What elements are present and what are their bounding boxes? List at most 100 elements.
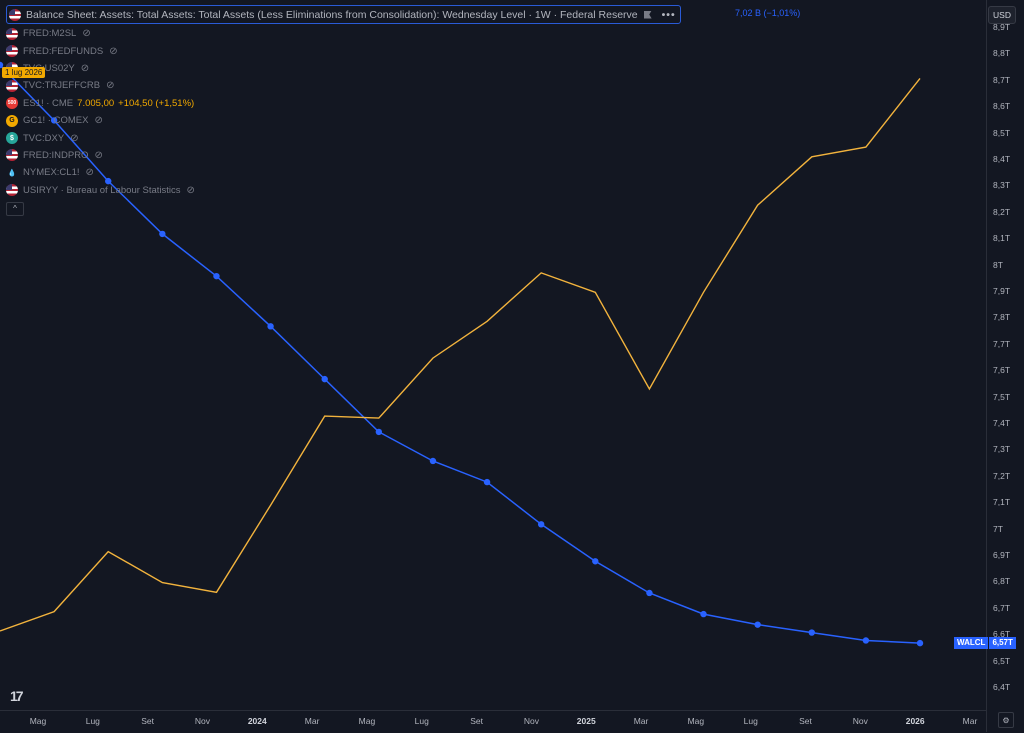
price-tick-label: 8,4T xyxy=(993,154,1011,164)
currency-button[interactable]: USD xyxy=(988,6,1016,24)
price-tick-label: 8,5T xyxy=(993,127,1011,138)
price-tick-label: 8,1T xyxy=(993,233,1011,244)
main-series-value: 7,02 B (−1,01%) xyxy=(735,8,801,18)
es-series-line[interactable] xyxy=(0,77,921,632)
collapse-legend-button[interactable]: ^ xyxy=(6,201,24,216)
walcl-point[interactable] xyxy=(862,637,870,644)
walcl-point[interactable] xyxy=(754,621,761,628)
legend-row-label: FRED:INDPRO xyxy=(23,149,89,161)
price-tick-label: 6,9T xyxy=(993,550,1011,560)
time-tick-label: Lug xyxy=(85,716,100,726)
walcl-point[interactable] xyxy=(375,428,383,436)
price-tick-label: 6,5T xyxy=(993,655,1011,666)
chart-legend: Balance Sheet: Assets: Total Assets: Tot… xyxy=(6,5,681,216)
price-tick-label: 6,4T xyxy=(993,682,1011,692)
us-flag-icon xyxy=(6,149,18,162)
last-value-name: WALCL xyxy=(954,637,989,649)
walcl-point[interactable] xyxy=(159,230,166,238)
legend-row-label: TVC:DXY xyxy=(23,132,65,144)
price-tick-label: 8,6T xyxy=(993,101,1011,112)
legend-main-series[interactable]: Balance Sheet: Assets: Total Assets: Tot… xyxy=(6,5,681,24)
time-tick-label: Set xyxy=(799,716,812,726)
time-tick-label: Mar xyxy=(304,716,320,726)
time-tick-label: Set xyxy=(470,716,483,726)
legend-row[interactable]: TVC:TRJEFFCRB ⊘ xyxy=(6,77,681,94)
legend-row[interactable]: G GC1! · COMEX ⊘ xyxy=(6,112,681,129)
hidden-eye-icon[interactable]: ⊘ xyxy=(94,149,103,161)
walcl-point[interactable] xyxy=(0,61,4,69)
legend-row[interactable]: FRED:INDPRO ⊘ xyxy=(6,147,681,164)
price-tick-label: 8,7T xyxy=(993,74,1011,85)
price-tick-label: 7,5T xyxy=(993,391,1011,402)
walcl-point[interactable] xyxy=(592,558,599,565)
time-axis[interactable] xyxy=(0,710,986,733)
settings-gear-icon[interactable]: ⚙ xyxy=(998,712,1014,728)
price-scale[interactable] xyxy=(986,0,1024,732)
walcl-point[interactable] xyxy=(700,610,707,618)
legend-row[interactable]: FRED:FEDFUNDS ⊘ xyxy=(6,42,681,59)
us-flag-icon xyxy=(6,27,18,40)
hidden-eye-icon[interactable]: ⊘ xyxy=(80,62,90,74)
us-flag-icon xyxy=(9,8,21,21)
last-value-number: 6,57T xyxy=(989,637,1016,649)
legend-row-label: TVC:TRJEFFCRB xyxy=(23,80,101,92)
time-tick-label: Lug xyxy=(743,716,758,726)
gc-flag-icon: G xyxy=(6,114,18,127)
price-tick-label: 6,6T xyxy=(993,629,1011,640)
time-tick-label: Mar xyxy=(633,716,649,726)
legend-row[interactable]: USIRYY · Bureau of Labour Statistics ⊘ xyxy=(6,182,681,199)
tradingview-logo-icon[interactable]: 17 xyxy=(10,688,24,704)
legend-row[interactable]: FRED:M2SL ⊘ xyxy=(6,25,681,42)
price-tick-label: 7,1T xyxy=(993,497,1011,508)
price-tick-label: 8,3T xyxy=(993,180,1011,191)
time-tick-label: Mar xyxy=(962,716,978,726)
hidden-eye-icon[interactable]: ⊘ xyxy=(94,115,103,127)
us-flag-icon xyxy=(6,79,18,92)
legend-row[interactable]: TVC:US02Y ⊘ xyxy=(6,60,681,77)
legend-row[interactable]: $ TVC:DXY ⊘ xyxy=(6,129,681,146)
more-options-button[interactable]: ••• xyxy=(661,8,676,21)
legend-row-label: FRED:FEDFUNDS xyxy=(23,45,104,57)
es-flag-icon: 500 xyxy=(6,97,18,110)
hidden-eye-icon[interactable]: ⊘ xyxy=(82,28,91,40)
walcl-point[interactable] xyxy=(105,177,112,185)
walcl-point[interactable] xyxy=(537,521,545,528)
walcl-series-line[interactable] xyxy=(0,64,921,644)
legend-row[interactable]: 500 ES1! · CME 7.005,00 +104,50 (+1,51%) xyxy=(6,95,681,112)
legend-row-value: 7.005,00 xyxy=(77,97,115,109)
legend-row-label: USIRYY · Bureau of Labour Statistics xyxy=(23,184,181,196)
hidden-eye-icon[interactable]: ⊘ xyxy=(85,167,94,179)
price-tick-label: 6,8T xyxy=(993,576,1011,587)
legend-row-label: TVC:US02Y xyxy=(23,62,75,74)
main-series-title: Balance Sheet: Assets: Total Assets: Tot… xyxy=(26,8,638,21)
time-tick-label: 2026 xyxy=(905,716,925,726)
walcl-point[interactable] xyxy=(916,639,924,647)
hidden-eye-icon[interactable]: ⊘ xyxy=(106,80,115,92)
walcl-point[interactable] xyxy=(808,629,815,636)
price-tick-label: 7T xyxy=(993,523,1003,534)
legend-row-label: NYMEX:CL1! xyxy=(23,167,80,179)
time-tick-label: 2024 xyxy=(247,716,267,726)
price-tick-label: 6,7T xyxy=(993,602,1011,613)
price-tick-label: 7,8T xyxy=(993,312,1011,323)
hidden-eye-icon[interactable]: ⊘ xyxy=(109,45,118,57)
walcl-point[interactable] xyxy=(213,272,220,280)
price-tick-label: 8,8T xyxy=(993,48,1011,59)
legend-row-label: GC1! · COMEX xyxy=(23,115,89,127)
chart-plot-area[interactable] xyxy=(0,0,986,710)
flag-marker-icon[interactable] xyxy=(643,10,652,19)
walcl-point[interactable] xyxy=(321,375,328,383)
legend-row[interactable]: 💧 NYMEX:CL1! ⊘ xyxy=(6,164,681,181)
price-tick-label: 7,9T xyxy=(993,286,1011,296)
time-tick-label: Nov xyxy=(523,716,539,726)
hidden-eye-icon[interactable]: ⊘ xyxy=(186,184,195,196)
walcl-point[interactable] xyxy=(483,478,491,486)
walcl-point[interactable] xyxy=(646,589,653,597)
walcl-point[interactable] xyxy=(267,323,274,330)
hidden-eye-icon[interactable]: ⊘ xyxy=(70,132,79,144)
walcl-point[interactable] xyxy=(50,117,58,124)
time-tick-label: Lug xyxy=(414,716,429,726)
price-tick-label: 7,3T xyxy=(993,444,1011,455)
time-tick-label: Mag xyxy=(29,716,47,726)
walcl-point[interactable] xyxy=(429,457,437,465)
